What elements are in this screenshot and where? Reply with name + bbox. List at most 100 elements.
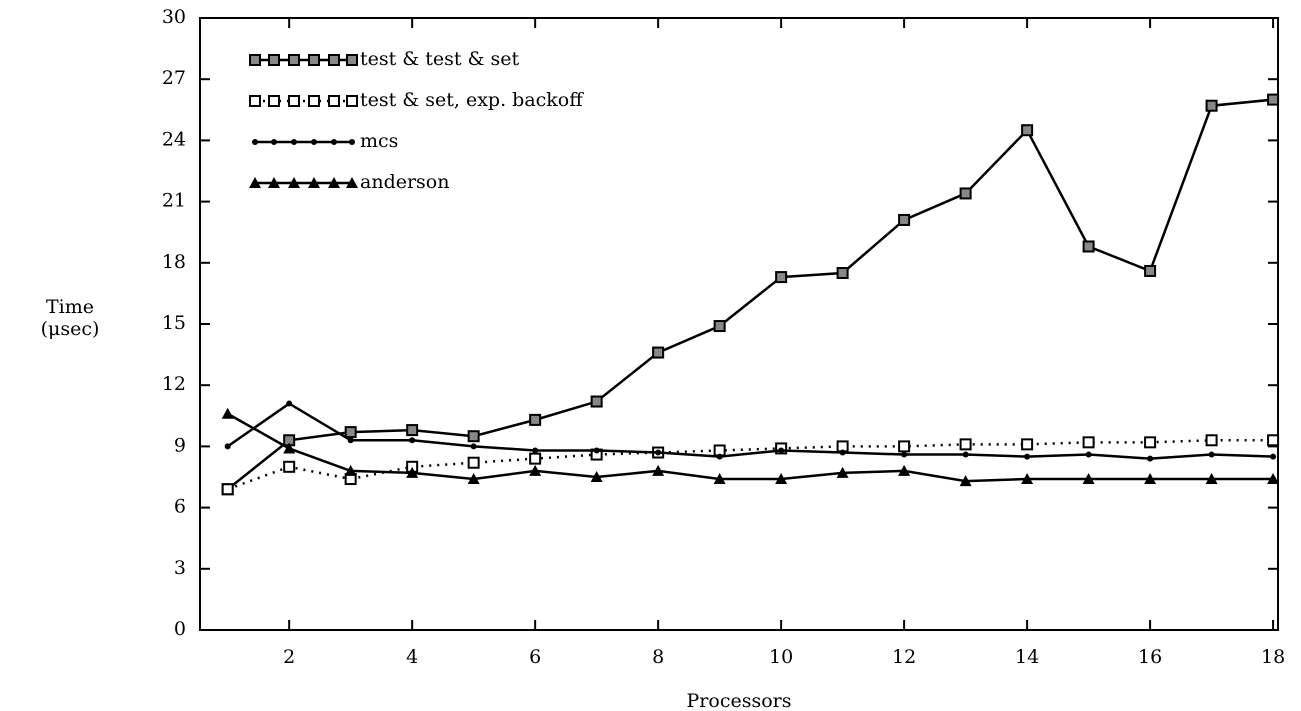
marker <box>1144 264 1157 277</box>
legend-marker <box>328 177 340 188</box>
x-tick-label: 18 <box>1261 646 1285 668</box>
marker <box>898 464 911 476</box>
marker <box>1085 451 1092 458</box>
legend-label: test & set, exp. backoff <box>360 89 584 111</box>
marker <box>283 442 296 454</box>
marker <box>593 447 600 454</box>
marker <box>221 407 234 419</box>
x-tick-label: 2 <box>283 646 295 668</box>
x-tick-label: 10 <box>769 646 793 668</box>
legend-marker <box>291 139 297 145</box>
legend-marker <box>328 95 340 107</box>
marker <box>344 426 357 439</box>
marker <box>406 424 419 437</box>
y-tick-label: 6 <box>174 496 186 518</box>
legend-label: test & test & set <box>360 48 520 70</box>
marker <box>409 437 416 444</box>
marker <box>775 473 788 485</box>
marker <box>1208 451 1215 458</box>
marker <box>470 443 477 450</box>
legend-marker <box>268 54 280 66</box>
marker <box>406 466 419 478</box>
marker <box>347 437 354 444</box>
series-line <box>226 402 1274 460</box>
legend-marker <box>308 54 320 66</box>
legend-marker <box>346 54 358 66</box>
marker <box>898 440 911 453</box>
marker <box>652 346 665 359</box>
marker <box>529 464 542 476</box>
legend-marker <box>328 54 340 66</box>
marker <box>959 475 972 487</box>
marker <box>1021 438 1034 451</box>
marker <box>221 483 234 496</box>
marker <box>590 471 603 482</box>
legend-label: anderson <box>360 171 449 193</box>
legend-marker <box>249 177 261 188</box>
marker <box>1024 453 1031 460</box>
x-tick-label: 8 <box>652 646 664 668</box>
marker <box>467 430 480 443</box>
y-tick-label: 3 <box>174 557 186 579</box>
legend-marker <box>308 95 320 107</box>
marker <box>1144 473 1157 485</box>
marker <box>775 271 788 284</box>
legend-marker <box>349 139 355 145</box>
y-tick-label: 18 <box>162 251 186 273</box>
legend-marker <box>288 95 300 107</box>
marker <box>224 443 231 450</box>
x-tick-label: 12 <box>892 646 916 668</box>
y-axis-label: (μsec) <box>41 318 100 340</box>
legend-marker <box>268 95 280 107</box>
marker <box>713 473 726 485</box>
marker <box>778 447 785 454</box>
marker <box>836 267 849 279</box>
marker <box>1082 436 1095 449</box>
legend-marker <box>288 54 300 66</box>
marker <box>344 464 357 476</box>
marker <box>532 447 539 454</box>
marker <box>713 320 726 333</box>
legend-marker <box>268 177 280 188</box>
y-tick-label: 12 <box>162 373 186 395</box>
legend-marker <box>249 54 261 66</box>
y-axis-label: Time <box>46 296 94 318</box>
marker <box>1021 124 1034 137</box>
marker <box>959 438 972 451</box>
marker <box>1144 436 1157 449</box>
marker <box>590 395 603 408</box>
legend-marker <box>271 139 277 145</box>
legend-marker <box>346 177 358 188</box>
y-tick-label: 24 <box>162 128 186 150</box>
y-tick-label: 27 <box>162 67 186 89</box>
marker <box>529 452 542 465</box>
legend-marker <box>331 139 337 145</box>
marker <box>839 449 846 456</box>
marker <box>1267 434 1280 447</box>
marker <box>1082 240 1095 253</box>
marker <box>1205 99 1218 112</box>
series-line <box>227 412 1274 483</box>
marker <box>1021 473 1034 485</box>
marker <box>716 453 723 460</box>
y-tick-label: 0 <box>174 618 186 640</box>
marker <box>467 473 480 485</box>
x-tick-label: 6 <box>529 646 541 668</box>
legend-marker <box>252 139 258 145</box>
series-line <box>227 439 1274 491</box>
legend-marker <box>346 95 358 107</box>
marker <box>898 213 911 226</box>
y-tick-label: 15 <box>162 312 186 334</box>
legend-marker <box>288 177 300 188</box>
marker <box>652 464 665 476</box>
legend-marker <box>311 139 317 145</box>
marker <box>283 460 296 473</box>
marker <box>962 451 969 458</box>
marker <box>959 187 972 200</box>
legend-marker <box>249 95 261 107</box>
marker <box>1205 473 1218 485</box>
x-axis-label: Processors <box>687 690 792 711</box>
y-tick-label: 9 <box>174 434 186 456</box>
marker <box>286 400 293 407</box>
